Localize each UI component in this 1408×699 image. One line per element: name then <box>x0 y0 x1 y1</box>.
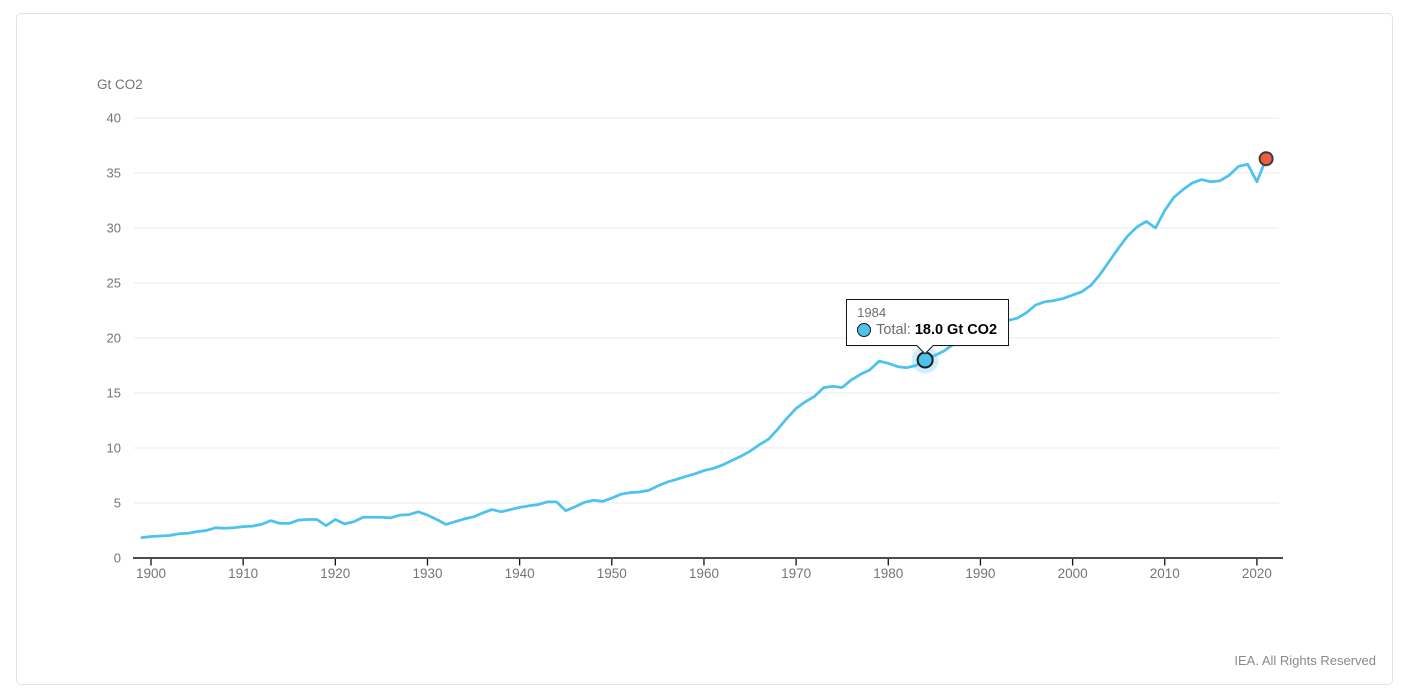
y-tick-label: 5 <box>114 496 121 511</box>
x-tick-label: 1920 <box>320 566 350 581</box>
x-tick-label: 1990 <box>965 566 995 581</box>
y-axis-unit-label: Gt CO2 <box>97 77 143 92</box>
y-tick-label: 35 <box>107 166 121 181</box>
total-emissions-line <box>140 157 1268 539</box>
x-tick-label: 1950 <box>597 566 627 581</box>
x-tick-label: 1940 <box>505 566 535 581</box>
chart-card: Gt CO2 0 5 10 15 20 25 30 35 40 1900 1910 1920 1930 1… <box>16 13 1393 685</box>
co2-emissions-line-chart[interactable]: 0 5 10 15 20 25 30 35 40 1900 1910 1920 1930 1940 1950… <box>17 14 1394 686</box>
x-tick-label: 2020 <box>1242 566 1272 581</box>
series-marker-icon <box>857 323 872 337</box>
tooltip-series-label: Total: <box>876 322 911 338</box>
x-tick-label: 2010 <box>1150 566 1180 581</box>
x-tick-label: 1960 <box>689 566 719 581</box>
y-tick-label: 25 <box>107 276 121 291</box>
x-tick-label: 1900 <box>136 566 166 581</box>
y-tick-label: 10 <box>107 441 121 456</box>
tooltip-value: 18.0 Gt CO2 <box>914 322 998 338</box>
y-tick-label: 20 <box>107 331 121 346</box>
copyright-text: IEA. All Rights Reserved <box>1234 653 1376 668</box>
x-tick-label: 1910 <box>228 566 258 581</box>
x-tick-label: 1980 <box>873 566 903 581</box>
tooltip-row: Total: 18.0 Gt CO2 <box>857 322 997 338</box>
highlighted-data-point[interactable] <box>916 351 934 369</box>
y-tick-label: 30 <box>107 221 121 236</box>
latest-year-data-point[interactable] <box>1258 151 1274 167</box>
y-tick-label: 15 <box>107 386 121 401</box>
tooltip: 1984 Total: 18.0 Gt CO2 <box>846 299 1010 354</box>
x-tick-label: 1970 <box>781 566 811 581</box>
tooltip-year: 1984 <box>857 305 887 320</box>
x-tick-label: 2000 <box>1058 566 1088 581</box>
y-tick-label: 40 <box>107 111 121 126</box>
y-tick-label: 0 <box>114 551 121 566</box>
x-tick-label: 1930 <box>412 566 442 581</box>
